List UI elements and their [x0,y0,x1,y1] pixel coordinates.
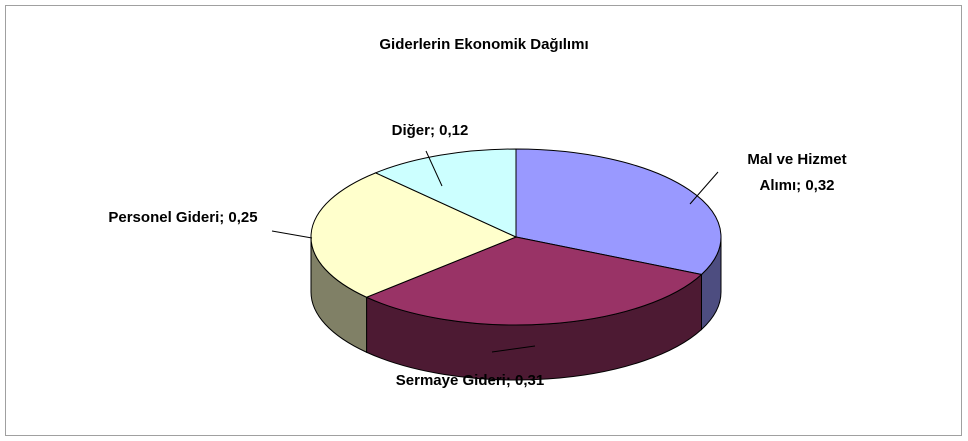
data-label: Diğer; 0,12 [391,122,469,139]
pie-slice [515,148,722,276]
leader-line [425,150,443,187]
data-label: Sermaye Gideri; 0,31 [395,372,545,389]
pie-slice [374,148,517,238]
leader-line [689,171,719,205]
leader-line [491,345,536,353]
data-label: Personel Gideri; 0,25 [108,209,258,226]
pie-slice [365,236,703,326]
leader-line [271,230,313,239]
chart-title: Giderlerin Ekonomik Dağılımı [379,36,588,53]
data-label: Mal ve Hizmet Alımı; 0,32 [747,151,847,194]
pie-slice [310,172,518,298]
